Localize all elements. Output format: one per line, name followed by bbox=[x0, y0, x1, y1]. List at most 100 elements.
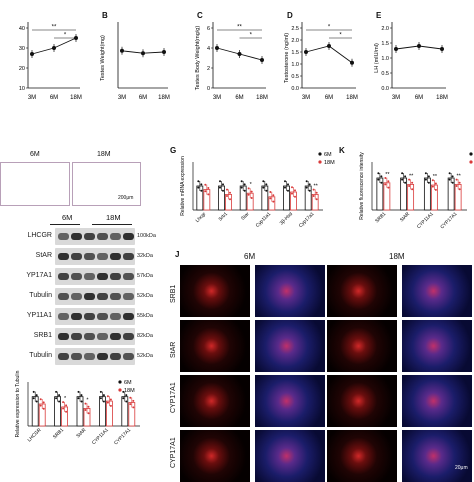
bar-dot bbox=[39, 404, 42, 407]
blot-protein-label: YP17A1 bbox=[26, 272, 52, 279]
if-tile bbox=[255, 375, 325, 427]
if-row-label: CYP17A1 bbox=[170, 382, 177, 413]
bar-dot bbox=[387, 186, 390, 189]
x-tick-label: 18M bbox=[256, 95, 268, 101]
blot-band bbox=[110, 253, 121, 260]
bar-dot bbox=[84, 402, 87, 405]
if-row-label: StAR bbox=[170, 341, 177, 358]
sig-marker: ** bbox=[456, 173, 461, 179]
x-tick-label: 3M bbox=[118, 95, 126, 101]
bar-dot bbox=[269, 197, 272, 200]
y-tick-label: 10 bbox=[19, 86, 25, 92]
bar-dot bbox=[434, 182, 437, 185]
bar-dot bbox=[65, 410, 68, 413]
x-tick-label: 6M bbox=[235, 95, 243, 101]
if-tile bbox=[180, 430, 250, 482]
blot-band bbox=[123, 273, 134, 280]
bar-dot bbox=[308, 183, 311, 186]
bar-dot bbox=[451, 181, 454, 184]
bar-dot bbox=[240, 186, 243, 189]
bar-dot bbox=[32, 397, 35, 400]
x-tick-label: 3M bbox=[302, 95, 310, 101]
sig-marker: * bbox=[250, 33, 253, 39]
x-tick-label: 3M bbox=[213, 95, 221, 101]
blot-band bbox=[97, 293, 108, 300]
bar-dot bbox=[222, 183, 224, 186]
blot-band bbox=[58, 253, 69, 260]
blot-band bbox=[84, 313, 95, 320]
bar-dot bbox=[42, 407, 45, 410]
bar-dot bbox=[448, 172, 451, 175]
blot-band bbox=[71, 293, 82, 300]
bar-dot bbox=[387, 180, 390, 183]
blot-band bbox=[123, 333, 134, 340]
legend-label-blot-6m: 6M bbox=[124, 380, 132, 386]
if-tile bbox=[402, 375, 472, 427]
sig-marker: ** bbox=[314, 183, 319, 189]
bar-dot bbox=[132, 399, 135, 402]
western-blot: LHCGR 100kDa StAR 32kDa YP17A1 57kDa Tubulin 52… bbox=[0, 228, 165, 368]
bar-dot bbox=[243, 189, 246, 192]
bar-dot bbox=[204, 190, 207, 193]
bar-dot bbox=[42, 401, 45, 404]
blot-kda-label: 57kDa bbox=[137, 273, 153, 279]
if-row-label: CYP17A1 bbox=[170, 437, 177, 468]
blot-band bbox=[110, 353, 121, 360]
bar-dot bbox=[284, 186, 286, 189]
if-tile bbox=[180, 375, 250, 427]
bar-dot bbox=[448, 178, 451, 181]
x-tick-label: Srb1 bbox=[218, 211, 230, 223]
bar-dot bbox=[80, 394, 83, 397]
y-tick-label: 4 bbox=[207, 46, 210, 52]
blot-row: Tubulin 52kDa bbox=[0, 288, 153, 306]
sig-marker: * bbox=[250, 182, 253, 188]
sig-marker: * bbox=[86, 397, 89, 403]
blot-band bbox=[123, 253, 134, 260]
bar-dot bbox=[291, 192, 293, 195]
bar-dot bbox=[380, 175, 383, 178]
if-tile bbox=[402, 265, 472, 317]
line-chart-b: 3M 6M 18M Testes Weight(mg) bbox=[100, 22, 170, 101]
bar-dot bbox=[380, 181, 383, 184]
bar-dot bbox=[401, 172, 404, 175]
bar-dot bbox=[84, 409, 87, 411]
blot-row: YP11A1 55kDa bbox=[0, 308, 153, 326]
blot-protein-label: Tubulin bbox=[29, 352, 52, 359]
blot-band bbox=[84, 333, 95, 340]
data-point bbox=[237, 52, 242, 56]
panel-label-e: E bbox=[376, 11, 382, 20]
blot-strip bbox=[55, 268, 135, 285]
data-point bbox=[394, 47, 398, 51]
bar-dot bbox=[77, 390, 80, 393]
x-tick-label: 6M bbox=[415, 95, 423, 101]
bar-dot bbox=[226, 188, 228, 191]
blot-band bbox=[97, 273, 108, 280]
if-col-6m: 6M bbox=[244, 252, 256, 261]
x-tick-label: 18M bbox=[70, 95, 82, 101]
bar-dot bbox=[315, 198, 318, 201]
if-tile bbox=[255, 430, 325, 482]
legend-swatch-18m bbox=[318, 160, 322, 164]
bar-dot bbox=[411, 188, 414, 191]
bar-dot bbox=[250, 190, 253, 193]
blot-kda-label: 32kDa bbox=[137, 253, 153, 259]
bar-dot bbox=[308, 189, 311, 192]
bar-dot bbox=[109, 404, 112, 407]
bar-dot bbox=[294, 189, 296, 192]
bar-dot bbox=[427, 181, 430, 184]
y-tick-label: 20 bbox=[19, 66, 25, 72]
if-tile bbox=[327, 265, 397, 317]
panel-label-b: B bbox=[102, 11, 108, 20]
blot-band bbox=[58, 333, 69, 340]
blot-band bbox=[71, 313, 82, 320]
panel-label-d: D bbox=[287, 11, 293, 20]
bar-dot bbox=[294, 195, 296, 198]
bar-dot bbox=[200, 189, 203, 192]
bar-dot bbox=[32, 390, 35, 393]
if-scalebar: 20μm bbox=[455, 465, 468, 471]
sig-marker: ** bbox=[385, 172, 390, 178]
bar-dot bbox=[35, 400, 38, 403]
blot-group-line-18m bbox=[92, 224, 132, 225]
blot-protein-label: Tubulin bbox=[29, 292, 52, 299]
